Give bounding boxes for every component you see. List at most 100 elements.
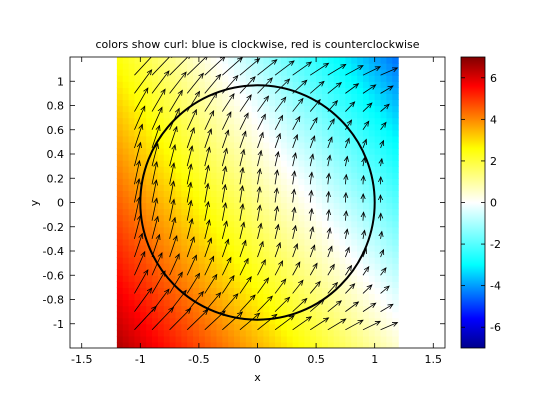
heatmap-cell — [386, 135, 393, 143]
heatmap-cell — [228, 293, 235, 301]
heatmap-cell — [198, 214, 206, 222]
heatmap-cell — [339, 232, 346, 240]
heatmap-cell — [245, 281, 253, 288]
heatmap-cell — [239, 269, 247, 276]
heatmap-cell — [245, 99, 253, 107]
heatmap-cell — [228, 269, 235, 276]
heatmap-cell — [228, 190, 235, 198]
heatmap-cell — [333, 99, 341, 107]
heatmap-cell — [234, 335, 241, 343]
heatmap-cell — [193, 129, 200, 137]
vector-arrow — [186, 182, 191, 203]
heatmap-cell — [380, 220, 388, 228]
heatmap-cell — [251, 281, 259, 288]
heatmap-cell — [128, 202, 136, 210]
heatmap-cell — [251, 214, 259, 222]
heatmap-cell — [362, 184, 370, 191]
y-tick-label: -1 — [53, 318, 64, 331]
heatmap-cell — [392, 117, 399, 125]
heatmap-cell — [368, 75, 376, 82]
heatmap-cell — [374, 251, 382, 258]
heatmap-cell — [368, 111, 376, 119]
heatmap-cell — [169, 329, 177, 337]
vector-arrow — [239, 277, 251, 294]
heatmap-cell — [362, 178, 370, 185]
heatmap-cell — [310, 226, 317, 234]
heatmap-cell — [198, 287, 206, 295]
plot-area: -1.5 -1 -0.5 0 0.5 1 1.5 10.80.60.40.20-0.2-0.… — [43, 56, 446, 366]
heatmap-cell — [327, 299, 335, 307]
vector-arrow — [222, 276, 234, 294]
vector-arrow — [221, 148, 226, 167]
heatmap-cell — [333, 263, 341, 270]
heatmap-cell — [163, 263, 171, 270]
heatmap-cell — [152, 293, 159, 301]
heatmap-cell — [228, 251, 235, 258]
heatmap-cell — [316, 275, 323, 282]
heatmap-cell — [275, 81, 282, 88]
heatmap-cell — [134, 208, 141, 216]
vector-arrow — [310, 318, 328, 331]
heatmap-cell — [298, 341, 305, 348]
vector-arrow — [309, 118, 317, 130]
y-tick-label: -0.4 — [43, 245, 64, 258]
vector-arrow — [327, 119, 334, 130]
heatmap-cell — [216, 269, 223, 276]
heatmap-cell — [292, 287, 300, 295]
heatmap-cell — [187, 105, 194, 113]
heatmap-cell — [357, 117, 364, 125]
heatmap-cell — [339, 220, 346, 228]
heatmap-cell — [392, 190, 399, 198]
heatmap-cell — [275, 275, 282, 282]
heatmap-cell — [175, 263, 182, 270]
heatmap-cell — [128, 69, 136, 76]
heatmap-cell — [210, 129, 218, 137]
heatmap-cell — [146, 214, 153, 222]
heatmap-cell — [146, 63, 153, 70]
heatmap-cell — [333, 202, 341, 210]
heatmap-cell — [374, 323, 382, 331]
vector-arrow — [239, 259, 248, 276]
heatmap-cell — [327, 111, 335, 119]
heatmap-cell — [245, 317, 253, 325]
heatmap-cell — [204, 172, 212, 179]
heatmap-cell — [228, 111, 235, 119]
heatmap-cell — [333, 178, 341, 185]
heatmap-cell — [298, 69, 305, 76]
heatmap-cell — [351, 105, 358, 113]
heatmap-cell — [333, 141, 341, 149]
heatmap-cell — [345, 123, 352, 131]
heatmap-cell — [181, 275, 188, 282]
heatmap-cell — [257, 87, 264, 94]
heatmap-cell — [327, 93, 335, 101]
heatmap-cell — [327, 147, 335, 155]
heatmap-cell — [210, 184, 218, 191]
heatmap-cell — [234, 196, 241, 204]
heatmap-cell — [187, 299, 194, 307]
heatmap-cell — [210, 232, 218, 240]
heatmap-cell — [245, 147, 253, 155]
heatmap-cell — [292, 57, 300, 64]
heatmap-cell — [216, 81, 223, 88]
heatmap-cell — [392, 220, 399, 228]
heatmap-cell — [140, 311, 147, 319]
heatmap-cell — [181, 214, 188, 222]
heatmap-cell — [280, 129, 288, 137]
heatmap-cell — [380, 147, 388, 155]
heatmap-cell — [116, 105, 124, 113]
heatmap-cell — [304, 329, 311, 337]
heatmap-cell — [210, 220, 218, 228]
heatmap-cell — [339, 226, 346, 234]
heatmap-cell — [228, 81, 235, 88]
heatmap-cell — [257, 111, 264, 119]
heatmap-cell — [228, 135, 235, 143]
heatmap-cell — [310, 111, 317, 119]
heatmap-cell — [181, 317, 188, 325]
heatmap-cell — [239, 141, 247, 149]
heatmap-cell — [380, 323, 388, 331]
heatmap-cell — [280, 269, 288, 276]
heatmap-cell — [198, 232, 206, 240]
heatmap-cell — [222, 335, 229, 343]
heatmap-cell — [386, 226, 393, 234]
heatmap-cell — [169, 190, 177, 198]
